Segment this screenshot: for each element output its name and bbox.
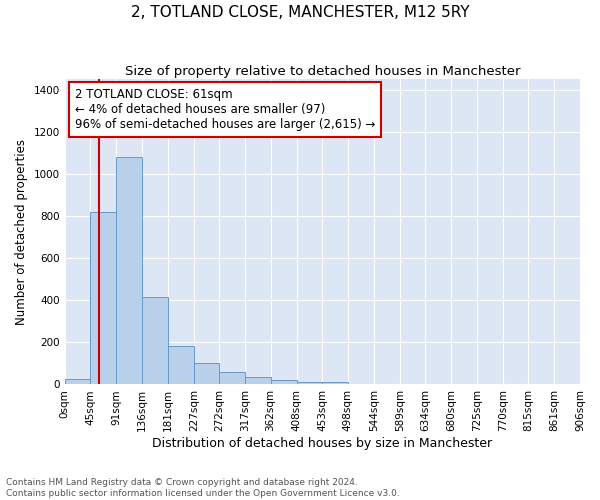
- Bar: [65, 379, 90, 384]
- Bar: [220, 372, 245, 384]
- Y-axis label: Number of detached properties: Number of detached properties: [15, 139, 28, 325]
- Text: 2, TOTLAND CLOSE, MANCHESTER, M12 5RY: 2, TOTLAND CLOSE, MANCHESTER, M12 5RY: [131, 5, 469, 20]
- Bar: [297, 382, 322, 384]
- Bar: [167, 346, 194, 385]
- Bar: [116, 157, 142, 384]
- Bar: [142, 297, 167, 384]
- Title: Size of property relative to detached houses in Manchester: Size of property relative to detached ho…: [125, 65, 520, 78]
- Bar: [245, 377, 271, 384]
- Bar: [271, 380, 297, 384]
- Text: 2 TOTLAND CLOSE: 61sqm
← 4% of detached houses are smaller (97)
96% of semi-deta: 2 TOTLAND CLOSE: 61sqm ← 4% of detached …: [75, 88, 376, 132]
- Bar: [322, 382, 348, 384]
- Bar: [194, 364, 220, 384]
- X-axis label: Distribution of detached houses by size in Manchester: Distribution of detached houses by size …: [152, 437, 493, 450]
- Bar: [90, 212, 116, 384]
- Text: Contains HM Land Registry data © Crown copyright and database right 2024.
Contai: Contains HM Land Registry data © Crown c…: [6, 478, 400, 498]
